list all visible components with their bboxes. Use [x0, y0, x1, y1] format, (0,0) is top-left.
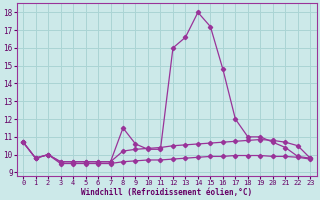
X-axis label: Windchill (Refroidissement éolien,°C): Windchill (Refroidissement éolien,°C) [81, 188, 252, 197]
